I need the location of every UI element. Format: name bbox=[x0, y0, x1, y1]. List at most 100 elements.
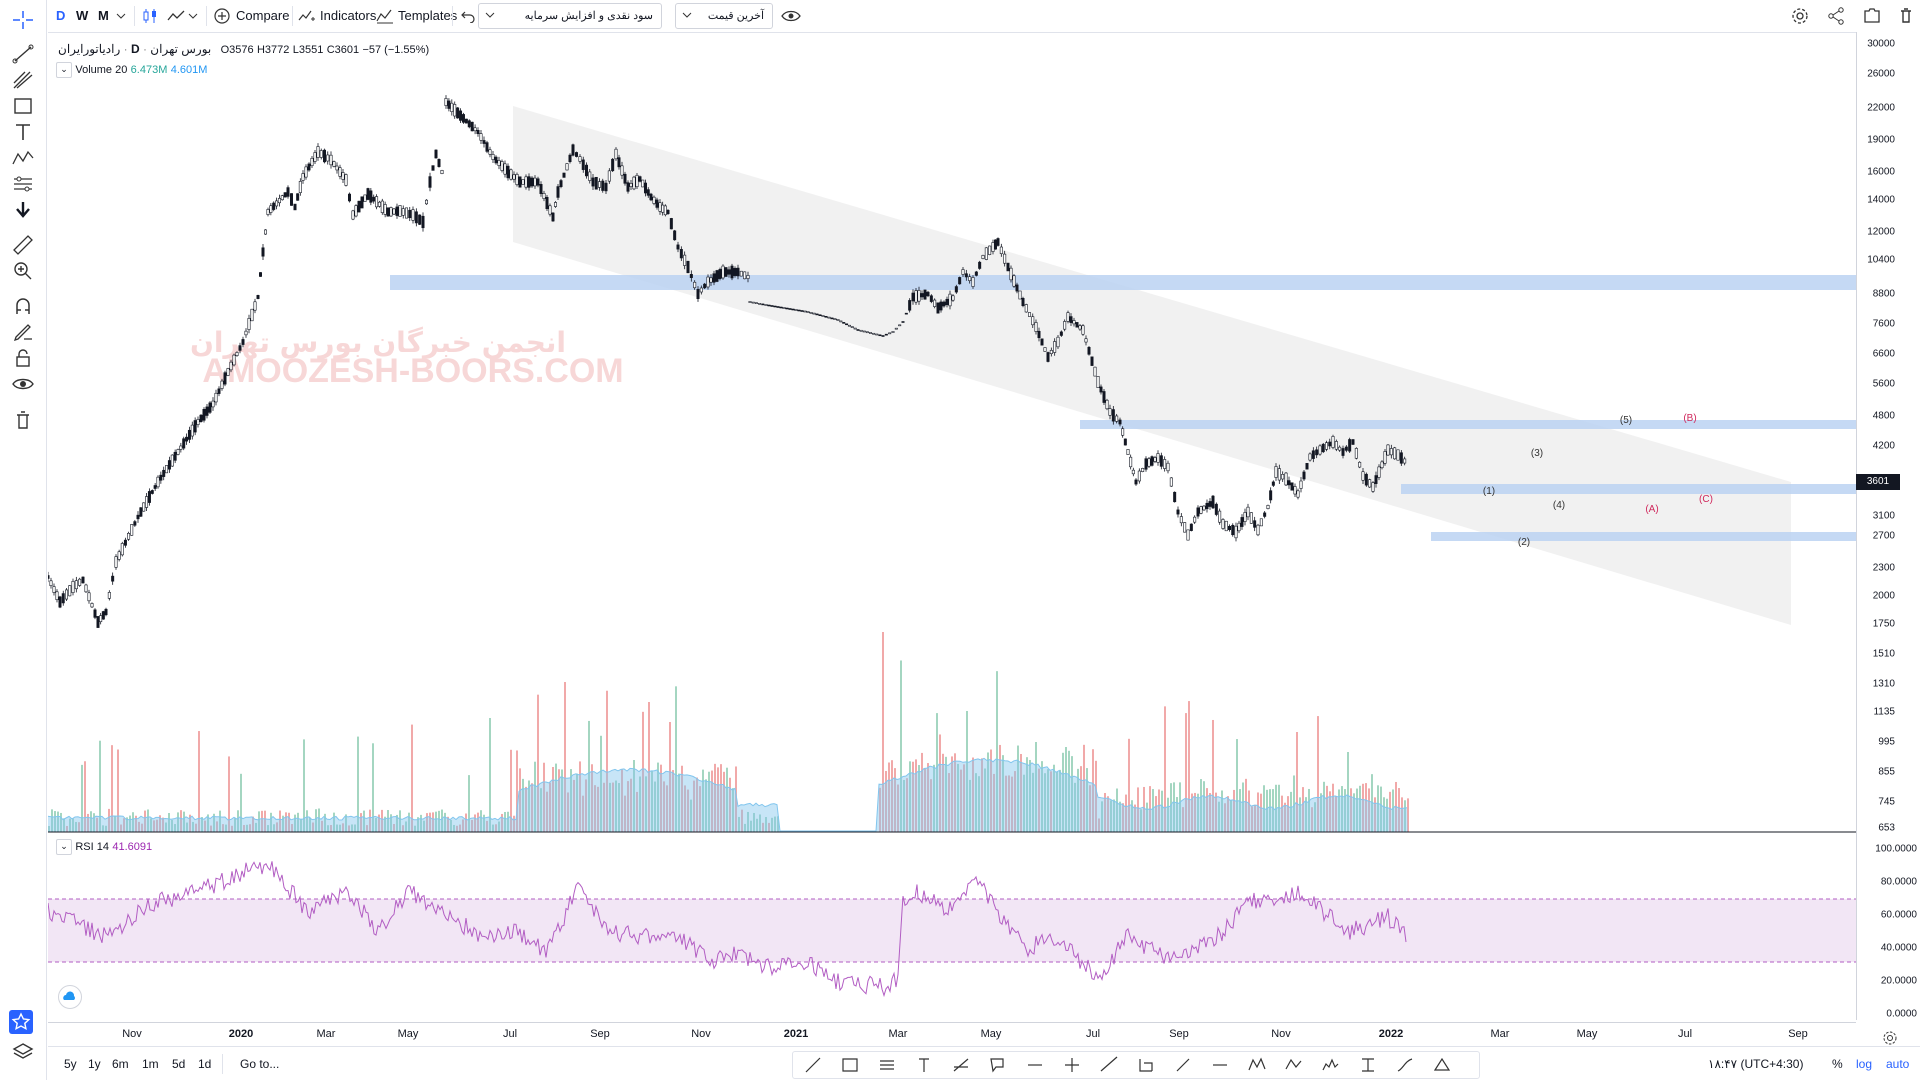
range-5y[interactable]: 5y bbox=[64, 1057, 77, 1071]
xabcd-pattern-icon[interactable] bbox=[1247, 1055, 1267, 1075]
candle-body bbox=[1099, 386, 1103, 393]
rectangle-icon[interactable] bbox=[840, 1055, 860, 1075]
undo-icon[interactable] bbox=[460, 9, 476, 23]
volume-bar bbox=[192, 821, 194, 832]
trend-line-icon[interactable] bbox=[10, 42, 36, 66]
triangle-pattern-icon[interactable] bbox=[1432, 1055, 1452, 1075]
range-1m[interactable]: 1m bbox=[142, 1057, 159, 1071]
ruler-icon[interactable] bbox=[10, 232, 36, 256]
indicators-icon[interactable] bbox=[298, 7, 316, 25]
chevron-down-icon[interactable] bbox=[188, 11, 198, 21]
brush-icon[interactable] bbox=[1395, 1055, 1415, 1075]
clock[interactable]: ۱۸:۴۷ (UTC+4:30) bbox=[1708, 1057, 1804, 1071]
tradingview-logo[interactable] bbox=[58, 985, 82, 1009]
interval-monthly[interactable]: M bbox=[98, 8, 109, 23]
indicators-button[interactable]: Indicators bbox=[320, 8, 377, 23]
layers-icon[interactable] bbox=[10, 1040, 36, 1064]
volume-bar bbox=[1281, 795, 1283, 832]
zoom-in-icon[interactable] bbox=[10, 258, 36, 282]
volume-bar bbox=[972, 757, 974, 832]
settings-gear-icon[interactable] bbox=[1882, 1030, 1898, 1046]
volume-bar bbox=[207, 814, 209, 832]
volume-bar bbox=[420, 814, 422, 832]
parallel-channel-icon[interactable] bbox=[877, 1055, 897, 1075]
templates-icon[interactable] bbox=[376, 7, 394, 25]
eye-icon[interactable] bbox=[10, 372, 36, 396]
horizontal-ray-icon[interactable] bbox=[1025, 1055, 1045, 1075]
candle-body bbox=[1403, 458, 1407, 464]
candle-body bbox=[461, 114, 465, 123]
go-to-button[interactable]: Go to... bbox=[240, 1057, 280, 1071]
share-icon[interactable] bbox=[1826, 6, 1846, 26]
ray-icon[interactable] bbox=[1173, 1055, 1193, 1075]
prediction-tool-icon[interactable] bbox=[10, 172, 36, 196]
head-shoulders-icon[interactable] bbox=[1321, 1055, 1341, 1075]
descending-channel[interactable] bbox=[513, 106, 1791, 625]
volume-bar bbox=[63, 818, 65, 832]
magnet-icon[interactable] bbox=[10, 294, 36, 318]
volume-bar bbox=[1404, 800, 1406, 832]
price-range-icon[interactable] bbox=[1358, 1055, 1378, 1075]
chevron-down-icon[interactable] bbox=[116, 11, 126, 21]
volume-bar bbox=[723, 771, 725, 832]
candle-body bbox=[588, 171, 592, 181]
crosshair-icon[interactable] bbox=[10, 8, 36, 32]
range-5d[interactable]: 5d bbox=[172, 1057, 186, 1071]
extended-line-icon[interactable] bbox=[1099, 1055, 1119, 1075]
snapshot-icon[interactable] bbox=[1862, 6, 1882, 26]
interval-weekly[interactable]: W bbox=[76, 8, 89, 23]
eye-icon[interactable] bbox=[780, 7, 802, 25]
pattern-icon[interactable] bbox=[10, 146, 36, 170]
interval-daily[interactable]: D bbox=[56, 8, 66, 23]
resistance-zone-middle[interactable] bbox=[1080, 420, 1856, 429]
candles-icon[interactable] bbox=[140, 6, 160, 26]
auto-toggle[interactable]: auto bbox=[1886, 1057, 1910, 1071]
percent-toggle[interactable]: % bbox=[1832, 1057, 1843, 1071]
pitchfork-icon[interactable] bbox=[10, 68, 36, 92]
time-axis[interactable]: Nov 2020 Mar May Jul Sep Nov 2021 Mar May Jul Sep No… bbox=[48, 1022, 1856, 1045]
candle-body bbox=[881, 335, 885, 337]
text-icon[interactable] bbox=[914, 1055, 934, 1075]
lock-icon[interactable] bbox=[10, 346, 36, 370]
range-6m[interactable]: 6m bbox=[112, 1057, 129, 1071]
support-zone-b[interactable] bbox=[1431, 532, 1856, 541]
candle-body bbox=[277, 198, 281, 204]
cross-line-icon[interactable] bbox=[1062, 1055, 1082, 1075]
volume-bar bbox=[573, 779, 575, 832]
compare-plus-icon[interactable] bbox=[213, 7, 231, 25]
resistance-zone-upper[interactable] bbox=[390, 275, 1856, 290]
watchlist-star-button[interactable] bbox=[9, 1010, 33, 1034]
preset-dropdown[interactable]: سود نقدی و افزایش سرمایه bbox=[478, 3, 662, 29]
log-toggle[interactable]: log bbox=[1856, 1057, 1873, 1071]
fib-retracement-icon[interactable] bbox=[951, 1055, 971, 1075]
trash-icon[interactable] bbox=[1896, 6, 1916, 26]
settings-gear-icon[interactable] bbox=[1790, 6, 1810, 26]
rectangle-shape-icon[interactable] bbox=[10, 94, 36, 118]
templates-button[interactable]: Templates bbox=[398, 8, 458, 23]
horizontal-line-icon[interactable] bbox=[1210, 1055, 1230, 1075]
abcd-pattern-icon[interactable] bbox=[1284, 1055, 1304, 1075]
range-1d[interactable]: 1d bbox=[198, 1057, 212, 1071]
callout-icon[interactable] bbox=[988, 1055, 1008, 1075]
collapse-chevron-icon[interactable]: ⌄ bbox=[56, 62, 72, 78]
line-chart-icon[interactable] bbox=[166, 6, 186, 26]
symbol-name[interactable]: رادیاتورایران bbox=[58, 42, 121, 56]
price-chart[interactable]: انجمن خبرگان بورس تهران AMOOZESH-BOORS.C… bbox=[48, 32, 1856, 1022]
range-1y[interactable]: 1y bbox=[88, 1057, 101, 1071]
measure-icon[interactable] bbox=[1136, 1055, 1156, 1075]
text-tool-icon[interactable] bbox=[10, 120, 36, 144]
compare-button[interactable]: Compare bbox=[236, 8, 290, 23]
trash-icon[interactable] bbox=[10, 408, 36, 432]
cloud-logo-icon bbox=[63, 991, 75, 1000]
collapse-chevron-icon[interactable]: ⌄ bbox=[56, 839, 72, 855]
price-axis[interactable]: 30000 26000 22000 19000 16000 14000 12000 10400… bbox=[1856, 32, 1920, 1020]
trend-line-icon[interactable] bbox=[803, 1055, 823, 1075]
candle-body bbox=[497, 160, 501, 166]
volume-bar bbox=[672, 770, 674, 832]
arrow-down-icon[interactable] bbox=[10, 198, 36, 222]
stay-in-drawing-icon[interactable] bbox=[10, 320, 36, 344]
candle-body bbox=[748, 301, 752, 303]
support-zone-a[interactable] bbox=[1401, 484, 1856, 494]
volume-bar bbox=[645, 776, 647, 832]
price-source-dropdown[interactable]: آخرین قیمت bbox=[675, 3, 773, 29]
